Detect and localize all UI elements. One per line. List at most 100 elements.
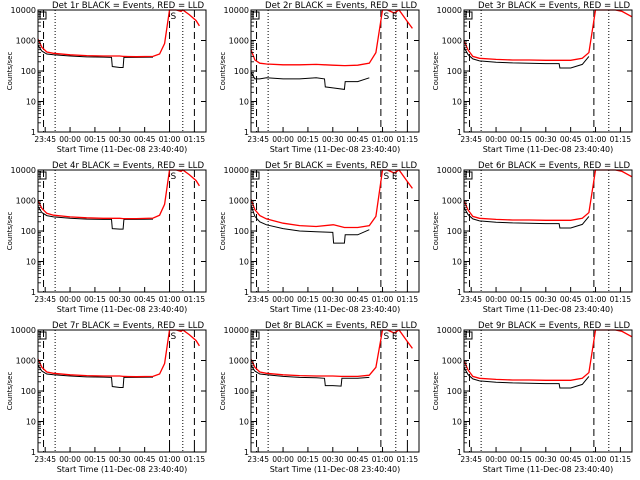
y-tick-label: 100 bbox=[234, 67, 249, 76]
x-axis-label: Start Time (11-Dec-08 23:40:40) bbox=[57, 305, 188, 314]
panel-title: Det 5r BLACK = Events, RED = LLD bbox=[265, 161, 417, 171]
x-tick-label: 01:00 bbox=[585, 135, 607, 144]
corner-box-marker bbox=[252, 11, 260, 20]
y-tick-label: 10000 bbox=[437, 326, 462, 335]
y-tick-label: 10000 bbox=[224, 166, 249, 175]
y-tick-label: 1 bbox=[457, 448, 462, 457]
x-tick-label: 23:45 bbox=[34, 455, 56, 464]
x-tick-label: 00:45 bbox=[560, 295, 582, 304]
y-tick-label: 10 bbox=[26, 98, 36, 107]
x-axis-label: Start Time (11-Dec-08 23:40:40) bbox=[57, 465, 188, 474]
y-tick-label: 100 bbox=[447, 387, 462, 396]
detector-panel: Det 6r BLACK = Events, RED = LLD 1 10 100 10… bbox=[432, 161, 633, 314]
x-tick-label: 01:00 bbox=[159, 455, 181, 464]
lld-series-line bbox=[37, 329, 200, 378]
x-tick-label: 00:00 bbox=[485, 135, 507, 144]
x-tick-label: 23:45 bbox=[460, 295, 482, 304]
flag-marker-label: S bbox=[384, 12, 390, 22]
detector-panel: Det 3r BLACK = Events, RED = LLD 1 10 100 10… bbox=[432, 1, 633, 154]
x-axis-label: Start Time (11-Dec-08 23:40:40) bbox=[270, 305, 401, 314]
x-tick-label: 00:30 bbox=[322, 295, 344, 304]
x-tick-label: 01:15 bbox=[184, 455, 206, 464]
events-series-line bbox=[463, 367, 590, 389]
y-tick-label: 1000 bbox=[229, 37, 249, 46]
corner-box-marker bbox=[39, 331, 47, 340]
events-series-line bbox=[250, 205, 370, 244]
x-tick-label: 01:00 bbox=[159, 295, 181, 304]
lld-series-line bbox=[250, 9, 413, 67]
y-axis-label: Counts/sec bbox=[6, 52, 14, 91]
x-tick-label: 00:15 bbox=[297, 135, 319, 144]
x-tick-label: 00:15 bbox=[297, 295, 319, 304]
x-axis-label: Start Time (11-Dec-08 23:40:40) bbox=[270, 465, 401, 474]
x-tick-label: 00:45 bbox=[560, 135, 582, 144]
x-tick-label: 00:15 bbox=[510, 295, 532, 304]
corner-box-marker bbox=[465, 171, 473, 180]
y-tick-label: 1000 bbox=[442, 37, 462, 46]
y-tick-label: 1 bbox=[244, 448, 249, 457]
corner-box-marker bbox=[39, 171, 47, 180]
x-tick-label: 00:30 bbox=[535, 135, 557, 144]
y-tick-label: 1 bbox=[31, 288, 36, 297]
x-tick-label: 01:15 bbox=[610, 295, 632, 304]
flag-marker-label: S bbox=[384, 172, 390, 182]
y-tick-label: 100 bbox=[21, 387, 36, 396]
x-tick-label: 01:00 bbox=[372, 455, 394, 464]
x-tick-label: 00:15 bbox=[297, 455, 319, 464]
flag-marker-label: S bbox=[384, 332, 390, 342]
y-tick-label: 10 bbox=[452, 418, 462, 427]
y-tick-label: 10 bbox=[452, 258, 462, 267]
x-axis-label: Start Time (11-Dec-08 23:40:40) bbox=[483, 145, 614, 154]
x-axis-label: Start Time (11-Dec-08 23:40:40) bbox=[483, 305, 614, 314]
y-tick-label: 1 bbox=[457, 128, 462, 137]
flag-marker-label: E bbox=[392, 332, 398, 342]
panel-title: Det 6r BLACK = Events, RED = LLD bbox=[478, 161, 630, 171]
y-axis-label: Counts/sec bbox=[432, 372, 440, 411]
x-tick-label: 00:00 bbox=[272, 295, 294, 304]
x-tick-label: 01:15 bbox=[610, 135, 632, 144]
x-tick-label: 23:45 bbox=[460, 455, 482, 464]
y-tick-label: 1000 bbox=[16, 357, 36, 366]
y-tick-label: 1000 bbox=[442, 197, 462, 206]
x-tick-label: 23:45 bbox=[247, 295, 269, 304]
x-tick-label: 00:15 bbox=[510, 455, 532, 464]
x-tick-label: 00:30 bbox=[535, 295, 557, 304]
flag-marker-label: E bbox=[392, 12, 398, 22]
flag-marker-label: S bbox=[171, 332, 177, 342]
corner-box-marker bbox=[252, 171, 260, 180]
y-tick-label: 100 bbox=[447, 67, 462, 76]
y-tick-label: 1 bbox=[31, 128, 36, 137]
corner-box-marker bbox=[39, 11, 47, 20]
x-tick-label: 00:45 bbox=[560, 455, 582, 464]
y-tick-label: 100 bbox=[447, 227, 462, 236]
events-series-line bbox=[250, 364, 370, 387]
x-tick-label: 01:15 bbox=[397, 295, 419, 304]
x-tick-label: 00:30 bbox=[109, 295, 131, 304]
y-tick-label: 10000 bbox=[11, 166, 36, 175]
x-tick-label: 01:15 bbox=[397, 135, 419, 144]
panel-title: Det 9r BLACK = Events, RED = LLD bbox=[478, 321, 630, 331]
y-tick-label: 100 bbox=[21, 67, 36, 76]
y-tick-label: 10 bbox=[239, 98, 249, 107]
x-tick-label: 01:00 bbox=[372, 135, 394, 144]
y-axis-label: Counts/sec bbox=[432, 212, 440, 251]
panel-title: Det 2r BLACK = Events, RED = LLD bbox=[265, 1, 417, 11]
events-series-line bbox=[37, 205, 154, 230]
x-tick-label: 01:15 bbox=[184, 295, 206, 304]
x-tick-label: 00:45 bbox=[134, 135, 156, 144]
y-tick-label: 10000 bbox=[437, 166, 462, 175]
x-tick-label: 00:00 bbox=[485, 455, 507, 464]
y-tick-label: 10 bbox=[26, 418, 36, 427]
y-tick-label: 10000 bbox=[224, 326, 249, 335]
x-tick-label: 00:00 bbox=[59, 295, 81, 304]
y-tick-label: 1000 bbox=[442, 357, 462, 366]
x-tick-label: 23:45 bbox=[34, 295, 56, 304]
y-tick-label: 100 bbox=[234, 387, 249, 396]
x-tick-label: 00:00 bbox=[59, 455, 81, 464]
panel-title: Det 1r BLACK = Events, RED = LLD bbox=[52, 1, 204, 11]
y-tick-label: 1000 bbox=[16, 37, 36, 46]
